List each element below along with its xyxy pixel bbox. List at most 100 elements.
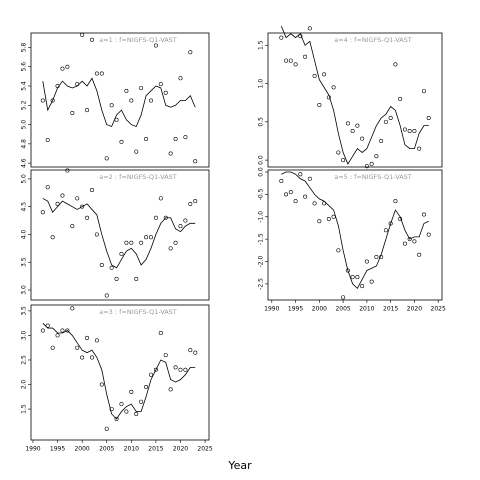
y-tick-label: -2.5 [258, 278, 265, 290]
x-tick-label: 2015 [383, 306, 398, 313]
plot-frame [30, 169, 210, 301]
data-point [355, 275, 360, 280]
data-point [124, 409, 129, 414]
plot-frame [267, 169, 443, 301]
x-tick-label: 2010 [359, 306, 374, 313]
data-point [55, 333, 60, 338]
data-point [45, 138, 50, 143]
data-point [70, 111, 75, 116]
data-point [50, 235, 55, 240]
x-tick-label: 2020 [407, 306, 422, 313]
data-point [94, 338, 99, 343]
data-point [94, 232, 99, 237]
panel-title: a=3 : f=NIGFS-Q1-VAST [99, 308, 177, 316]
data-point [193, 199, 198, 204]
data-point [134, 149, 139, 154]
data-point [293, 199, 298, 204]
plot-frame [30, 304, 210, 441]
data-point [341, 158, 346, 163]
data-point [426, 115, 431, 120]
data-point [173, 240, 178, 245]
data-point [188, 348, 193, 353]
panel: a=4 : f=NIGFS-Q1-VAST 0.0 0.5 1.0 1.5 [258, 25, 443, 169]
y-tick-label: 3.5 [21, 306, 28, 316]
data-point [158, 330, 163, 335]
data-point [303, 194, 308, 199]
data-point [388, 115, 393, 120]
data-point [55, 84, 60, 89]
y-tick-label: -0.5 [258, 188, 265, 200]
data-point [341, 295, 346, 300]
x-tick-label: 1995 [50, 446, 65, 453]
panel: a=5 : f=NIGFS-Q1-VAST 0.0 -0.5 -1.0 -1.5 -2.0… [258, 167, 447, 312]
data-point [89, 188, 94, 193]
data-point [65, 64, 70, 69]
x-tick-label: 2005 [335, 306, 350, 313]
data-point [153, 215, 158, 220]
data-point [163, 215, 168, 220]
data-point [188, 50, 193, 55]
data-point [173, 365, 178, 370]
data-point [75, 82, 80, 87]
data-point [60, 66, 65, 71]
data-point [178, 367, 183, 372]
data-point [421, 89, 426, 94]
data-point [109, 265, 114, 270]
data-point [307, 26, 312, 31]
data-point [369, 279, 374, 284]
data-point [326, 217, 331, 222]
y-tick-label: 0.0 [258, 167, 265, 177]
data-point [407, 237, 412, 242]
y-tick-label: 0.5 [258, 117, 265, 127]
data-point [65, 168, 70, 173]
data-point [284, 58, 289, 63]
data-point [119, 139, 124, 144]
data-point [379, 138, 384, 143]
data-point [331, 214, 336, 219]
data-point [369, 161, 374, 166]
panel-title: a=4 : f=NIGFS-Q1-VAST [334, 36, 412, 44]
data-point [75, 345, 80, 350]
data-point [322, 201, 327, 206]
x-tick-label: 2020 [173, 446, 188, 453]
y-tick-label: -2.0 [258, 255, 265, 267]
data-point [144, 384, 149, 389]
data-point [412, 129, 417, 134]
data-point [183, 367, 188, 372]
data-point [398, 96, 403, 101]
data-point [417, 252, 422, 257]
data-point [360, 284, 365, 289]
data-point [114, 117, 119, 122]
data-point [153, 43, 158, 48]
data-point [99, 382, 104, 387]
data-point [279, 178, 284, 183]
data-point [60, 193, 65, 198]
y-tick-label: 4.8 [21, 139, 28, 149]
data-point [298, 34, 303, 39]
x-tick-label: 2000 [312, 306, 327, 313]
data-point [374, 255, 379, 260]
data-point [80, 32, 85, 37]
x-tick-label: 1995 [288, 306, 303, 313]
data-point [279, 35, 284, 40]
x-tick-label: 2010 [124, 446, 139, 453]
data-point [114, 416, 119, 421]
data-point [139, 399, 144, 404]
y-tick-label: 3.5 [21, 257, 28, 267]
data-point [129, 240, 134, 245]
data-point [355, 123, 360, 128]
plot-frame [30, 32, 210, 168]
x-tick-label: 2025 [431, 306, 446, 313]
y-tick-label: 2.0 [21, 380, 28, 390]
data-point [104, 426, 109, 431]
x-axis-label: Year [227, 459, 252, 472]
data-point [178, 224, 183, 229]
data-point [109, 407, 114, 412]
y-tick-label: 5.6 [21, 62, 28, 72]
data-point [345, 121, 350, 126]
data-point [178, 76, 183, 81]
data-point [398, 217, 403, 222]
data-point [336, 248, 341, 253]
